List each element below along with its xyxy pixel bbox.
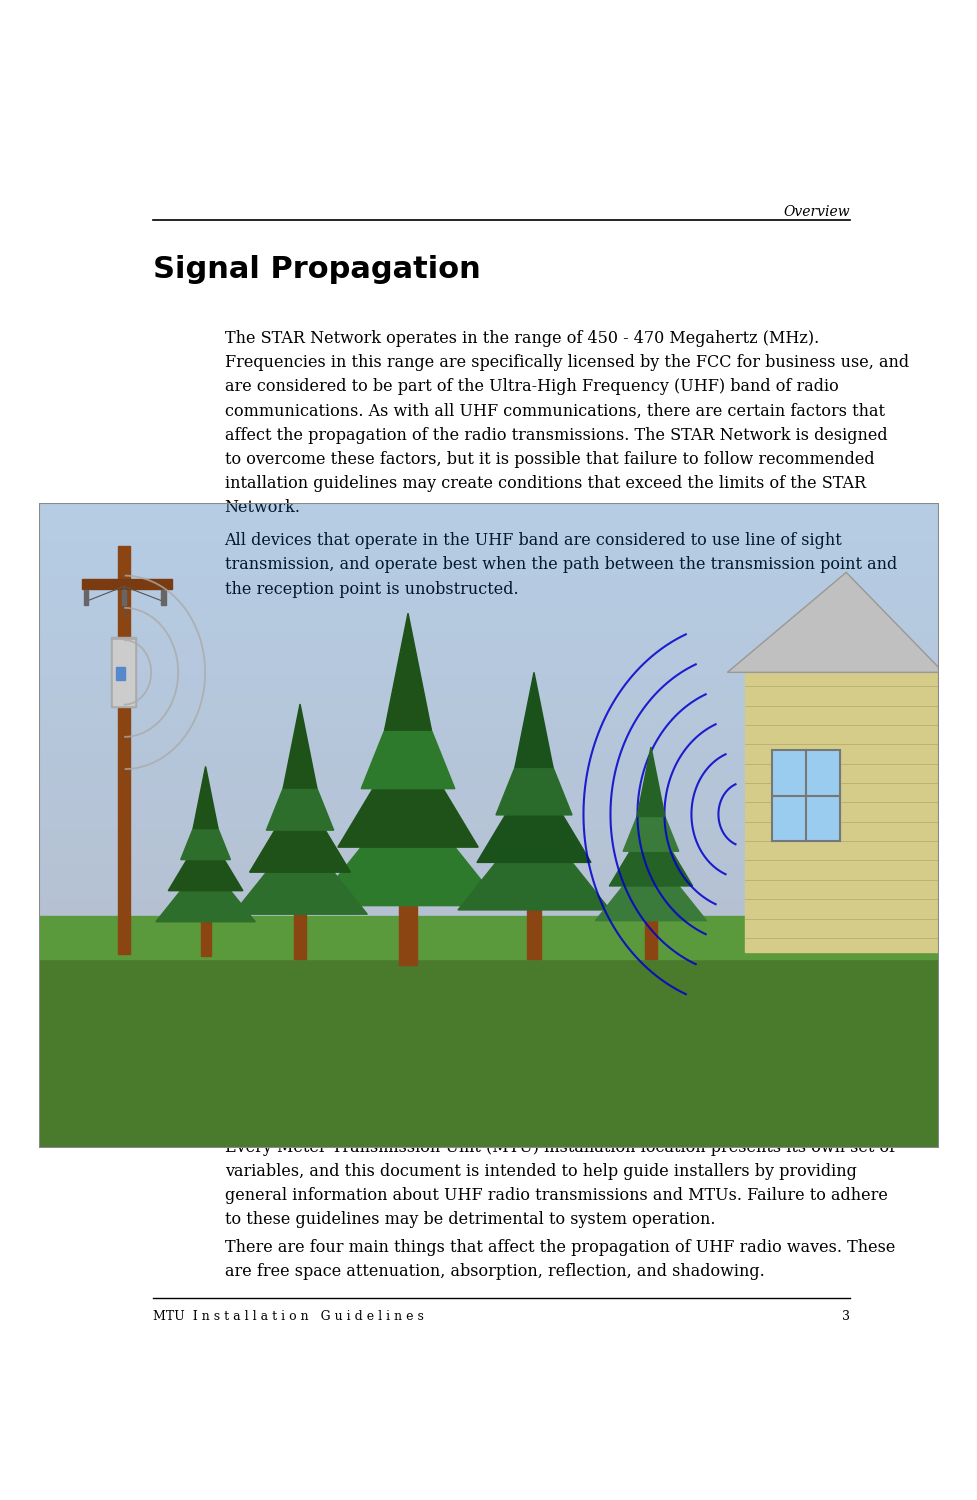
Polygon shape [337, 730, 478, 848]
Bar [293, 914, 306, 960]
Polygon shape [609, 816, 692, 886]
Polygon shape [361, 672, 454, 789]
Bar [645, 921, 657, 960]
Bar [772, 750, 839, 842]
Bar [82, 579, 172, 588]
Polygon shape [168, 828, 242, 891]
Bar [161, 590, 165, 604]
Polygon shape [283, 704, 317, 788]
Bar [39, 916, 938, 960]
Text: Signal Propagation: Signal Propagation [152, 255, 480, 284]
Bar [118, 546, 130, 954]
Bar [39, 921, 938, 1148]
Polygon shape [249, 788, 350, 871]
Bar [84, 590, 88, 604]
Polygon shape [515, 672, 552, 768]
Bar [200, 921, 210, 956]
Text: MTU  I n s t a l l a t i o n   G u i d e l i n e s: MTU I n s t a l l a t i o n G u i d e l … [152, 1310, 423, 1323]
Bar [772, 750, 839, 842]
Polygon shape [384, 614, 431, 730]
Bar [527, 910, 540, 960]
Polygon shape [457, 815, 610, 910]
Text: Every Meter Transmission Unit (MTU) installation location presents its own set o: Every Meter Transmission Unit (MTU) inst… [225, 1138, 894, 1228]
Polygon shape [155, 859, 255, 921]
Bar [112, 640, 135, 705]
Polygon shape [315, 789, 501, 906]
Text: There are four main things that affect the propagation of UHF radio waves. These: There are four main things that affect t… [225, 1239, 894, 1281]
Bar [111, 638, 136, 706]
Polygon shape [636, 747, 664, 816]
Text: The STAR Network operates in the range of 450 - 470 Megahertz (MHz).
Frequencies: The STAR Network operates in the range o… [225, 330, 908, 516]
Polygon shape [192, 766, 218, 828]
Bar [399, 906, 416, 964]
Polygon shape [727, 573, 943, 672]
Polygon shape [622, 782, 678, 850]
Polygon shape [266, 746, 333, 830]
Bar [744, 672, 938, 952]
Text: Overview: Overview [783, 206, 849, 219]
Text: All devices that operate in the UHF band are considered to use line of sight
tra: All devices that operate in the UHF band… [225, 532, 896, 597]
Polygon shape [595, 850, 705, 921]
Polygon shape [181, 798, 231, 859]
Polygon shape [477, 768, 590, 862]
Text: 3: 3 [841, 1310, 849, 1323]
Polygon shape [233, 830, 367, 914]
Polygon shape [495, 720, 572, 815]
Bar [122, 590, 126, 604]
Bar [116, 668, 125, 680]
